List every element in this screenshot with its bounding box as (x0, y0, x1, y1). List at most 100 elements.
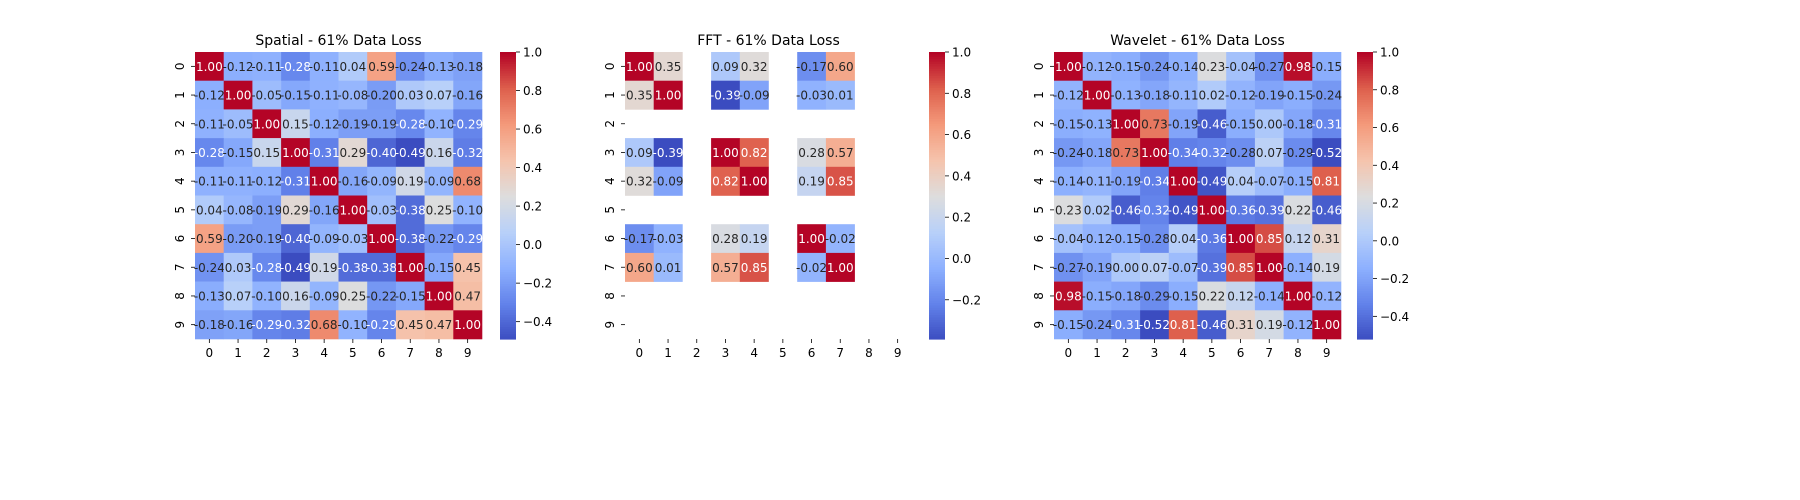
colorbar-segment (929, 319, 945, 323)
cell-label: 0.60 (827, 60, 854, 74)
colorbar-segment (929, 63, 945, 67)
heatmap-cell (797, 138, 827, 168)
colorbar-segment (1357, 217, 1373, 221)
cell-label: 1.00 (1141, 146, 1168, 160)
heatmap-cell (739, 52, 769, 81)
cell-label: 1.00 (626, 60, 653, 74)
colorbar-segment (500, 140, 516, 144)
colorbar-segment (929, 207, 945, 211)
colorbar-segment (500, 188, 516, 192)
cell-label: 0.59 (368, 60, 395, 74)
heatmap-cell (309, 195, 339, 225)
cell-label: 0.32 (626, 175, 653, 189)
heatmap-cell (1082, 166, 1112, 196)
cell-label: -0.11 (1168, 89, 1199, 103)
heatmap-cell (338, 138, 368, 168)
heatmap-cell (1283, 52, 1313, 81)
colorbar-segment (929, 209, 945, 213)
heatmap-cell (1168, 252, 1198, 282)
y-tick-label: 9 (173, 321, 187, 329)
colorbar-segment (500, 114, 516, 118)
colorbar-tick-label: 1.0 (523, 46, 542, 60)
cell-label: -0.20 (223, 232, 254, 246)
heatmap-cell (1082, 138, 1112, 168)
cell-label: 0.68 (454, 175, 481, 189)
colorbar-segment (1357, 272, 1373, 276)
y-tick-label: 2 (173, 120, 187, 128)
cell-label: 0.04 (1170, 232, 1197, 246)
cell-label: 0.60 (626, 261, 653, 275)
colorbar-segment (929, 272, 945, 276)
colorbar-segment (929, 90, 945, 94)
colorbar-segment (929, 219, 945, 223)
heatmap-cell (338, 166, 368, 196)
heatmap-cell (395, 281, 425, 311)
x-tick-label: 5 (1208, 346, 1216, 360)
x-tick-label: 2 (263, 346, 271, 360)
heatmap-cell (711, 138, 741, 168)
colorbar-segment (1357, 142, 1373, 146)
colorbar-segment (929, 99, 945, 103)
colorbar-segment (929, 233, 945, 237)
heatmap-cell (338, 52, 368, 81)
heatmap-cell (825, 166, 855, 196)
colorbar-segment (500, 150, 516, 154)
cell-label: 0.15 (282, 117, 309, 131)
heatmap-cell (395, 252, 425, 282)
colorbar-segment (929, 260, 945, 264)
heatmap-cell (338, 252, 368, 282)
colorbar-segment (1357, 78, 1373, 82)
heatmap-cell (1312, 281, 1342, 311)
heatmap-cell (1168, 166, 1198, 196)
colorbar-segment (929, 104, 945, 108)
cell-label: -0.28 (395, 117, 426, 131)
colorbar-segment (929, 114, 945, 118)
cell-label: 1.00 (1313, 318, 1340, 332)
heatmap-cell (281, 80, 311, 110)
heatmap-cell (367, 252, 397, 282)
y-tick-label: 9 (603, 321, 617, 329)
heatmap-cell (395, 80, 425, 110)
heatmap-cell (1140, 252, 1170, 282)
cell-label: -0.15 (1110, 232, 1141, 246)
heatmap-cell (1111, 195, 1141, 225)
chart-title: Spatial - 61% Data Loss (255, 33, 421, 49)
colorbar-segment (500, 250, 516, 254)
colorbar-segment (929, 197, 945, 201)
colorbar-segment (500, 181, 516, 185)
cell-label: -0.12 (223, 60, 254, 74)
chart-title: Wavelet - 61% Data Loss (1110, 33, 1285, 49)
cell-label: 1.00 (1285, 289, 1312, 303)
colorbar-segment (929, 71, 945, 75)
cell-label: -0.27 (1254, 60, 1285, 74)
cell-label: -0.31 (309, 146, 340, 160)
cell-label: -0.03 (653, 232, 684, 246)
heatmap-cell (252, 80, 282, 110)
colorbar-segment (1357, 118, 1373, 122)
heatmap-cell (453, 52, 483, 81)
colorbar-segment (500, 288, 516, 292)
heatmap-cell (1312, 138, 1342, 168)
colorbar-segment (500, 54, 516, 58)
colorbar-tick-label: 0.4 (1380, 159, 1399, 173)
cell-label: -0.16 (223, 318, 254, 332)
cell-label: -0.13 (1082, 117, 1113, 131)
heatmap-cell (395, 195, 425, 225)
heatmap-cell (739, 224, 769, 254)
cell-label: 0.59 (196, 232, 223, 246)
heatmap-cell (309, 281, 339, 311)
cell-label: -0.29 (366, 318, 397, 332)
colorbar-segment (500, 200, 516, 204)
heatmap-cell (1312, 310, 1342, 340)
heatmap-cell (653, 224, 683, 254)
heatmap-cell (1082, 281, 1112, 311)
cell-label: -0.24 (1139, 60, 1170, 74)
y-tick-label: 2 (603, 120, 617, 128)
colorbar-segment (929, 228, 945, 232)
heatmap-cell (625, 52, 654, 81)
colorbar-segment (500, 135, 516, 139)
heatmap-cell (1226, 138, 1256, 168)
heatmap-cell (338, 310, 368, 340)
y-tick-label: 0 (1032, 63, 1046, 71)
